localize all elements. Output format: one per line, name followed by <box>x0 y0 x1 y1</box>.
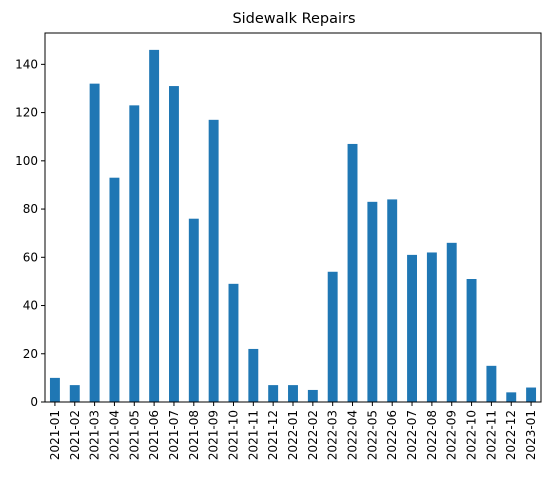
bar-2022-01 <box>288 385 298 402</box>
x-tick-label: 2022-07 <box>405 410 419 460</box>
y-tick-label: 40 <box>23 299 38 313</box>
x-tick-label: 2022-04 <box>346 410 360 460</box>
x-tick-label: 2021-03 <box>88 410 102 460</box>
x-tick-label: 2021-10 <box>226 410 240 460</box>
bar-2021-05 <box>129 105 140 403</box>
bar-2021-03 <box>89 83 100 402</box>
x-tick-label: 2022-09 <box>445 410 459 460</box>
bar-2022-10 <box>466 279 477 402</box>
bar-2022-05 <box>367 201 378 402</box>
x-axis: 2021-01 2021-02 2021-03 2021-04 2021-05 2021-… <box>48 402 538 460</box>
x-tick-label: 2022-10 <box>465 410 479 460</box>
y-tick-label: 140 <box>15 57 38 71</box>
bar-2022-08 <box>426 252 437 402</box>
bar-2022-12 <box>506 392 517 402</box>
x-tick-label: 2023-01 <box>524 410 538 460</box>
x-tick-label: 2022-11 <box>484 410 498 460</box>
bar-2021-08 <box>188 218 199 402</box>
x-tick-label: 2022-08 <box>425 410 439 460</box>
y-tick-label: 100 <box>15 154 38 168</box>
x-tick-label: 2021-04 <box>107 410 121 460</box>
x-tick-label: 2022-05 <box>365 410 379 460</box>
bar-2022-11 <box>486 365 497 402</box>
x-tick-label: 2021-08 <box>187 410 201 460</box>
bar-2021-12 <box>268 385 279 402</box>
bar-2021-02 <box>69 385 80 402</box>
x-tick-label: 2021-06 <box>147 410 161 460</box>
bar-2021-01 <box>49 377 60 402</box>
bar-2021-10 <box>228 283 239 402</box>
bars-group <box>49 49 537 403</box>
bar-2021-11 <box>248 348 259 402</box>
bar-2022-06 <box>387 199 398 402</box>
bar-2021-06 <box>149 49 160 402</box>
x-tick-label: 2021-01 <box>48 410 62 460</box>
bar-2021-07 <box>169 86 179 402</box>
bar-2021-04 <box>109 177 120 402</box>
bar-2023-01 <box>526 387 537 402</box>
x-tick-label: 2022-02 <box>306 410 320 460</box>
chart-title: Sidewalk Repairs <box>232 11 355 27</box>
bar-2022-09 <box>446 242 457 402</box>
bar-2022-02 <box>307 389 318 402</box>
y-tick-label: 80 <box>23 202 38 216</box>
y-tick-label: 20 <box>23 347 38 361</box>
x-tick-label: 2021-05 <box>127 410 141 460</box>
bar-2022-03 <box>327 271 338 402</box>
x-tick-label: 2022-12 <box>504 410 518 460</box>
x-tick-label: 2021-11 <box>246 410 260 460</box>
x-tick-label: 2021-09 <box>207 410 221 460</box>
x-tick-label: 2021-12 <box>266 410 280 460</box>
x-tick-label: 2021-02 <box>68 410 82 460</box>
y-axis: 0 20 40 60 80 100 120 140 <box>15 57 45 409</box>
y-tick-label: 0 <box>30 395 38 409</box>
bar-2022-04 <box>347 143 358 403</box>
bar-2021-09 <box>208 119 219 402</box>
x-tick-label: 2022-01 <box>286 410 300 460</box>
y-tick-label: 120 <box>15 106 38 120</box>
bar-2022-07 <box>407 254 417 402</box>
x-tick-label: 2022-03 <box>326 410 340 460</box>
y-tick-label: 60 <box>23 250 38 264</box>
x-tick-label: 2021-07 <box>167 410 181 460</box>
x-tick-label: 2022-06 <box>385 410 399 460</box>
plot-frame <box>44 32 542 403</box>
